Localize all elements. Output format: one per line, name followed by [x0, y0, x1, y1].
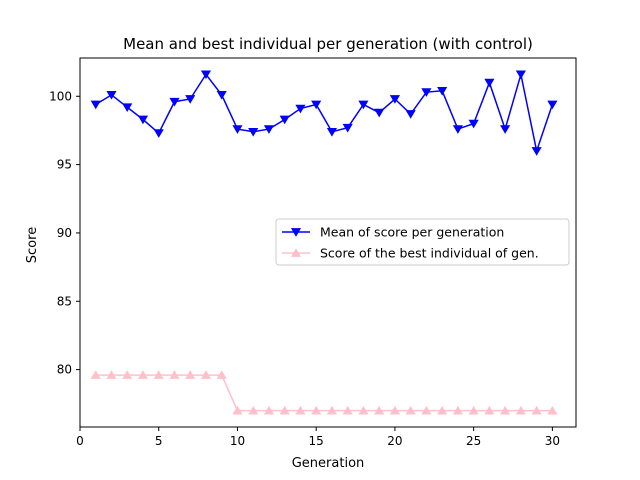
series-1-point — [342, 123, 353, 133]
series-1-point — [279, 115, 290, 125]
series-2-point — [531, 405, 542, 415]
chart-title: Mean and best individual per generation … — [123, 35, 533, 53]
series-1-point — [295, 104, 306, 114]
x-tick-label: 25 — [466, 434, 481, 448]
series-1-point — [531, 147, 542, 156]
series-1-point — [389, 95, 400, 104]
series-1-point — [500, 125, 511, 134]
series-2-point — [342, 405, 353, 415]
series-2-point — [437, 405, 448, 415]
series-1-point — [484, 78, 495, 88]
series-2-point — [279, 405, 290, 415]
x-tick-label: 30 — [545, 434, 560, 448]
series-2-point — [374, 405, 385, 415]
x-axis-label: Generation — [292, 456, 365, 471]
series-2-point — [263, 405, 275, 415]
series-2-point — [90, 370, 101, 379]
series-1-point — [185, 95, 196, 104]
series-2-point — [358, 405, 369, 415]
series-2-point — [547, 405, 558, 415]
x-tick-label: 5 — [155, 434, 163, 448]
series-2-point — [452, 405, 463, 415]
series-1-point — [468, 119, 479, 129]
series-1-point — [358, 100, 369, 110]
x-tick-label: 15 — [309, 434, 324, 448]
series-2-point — [515, 405, 526, 415]
series-2-point — [216, 370, 227, 379]
series-2-point — [468, 405, 479, 415]
legend-label: Score of the best individual of gen. — [320, 246, 539, 261]
series-1-point — [326, 127, 338, 137]
series-1-point — [216, 91, 227, 100]
series-1-point — [374, 108, 385, 118]
plot-area: 0 5 10 15 20 25 30 80 85 90 95 100 Mean of score per… — [49, 57, 577, 448]
series-1-point — [90, 100, 101, 110]
x-tick-label: 10 — [230, 434, 245, 448]
series-1-point — [405, 110, 416, 119]
series-2-point — [106, 370, 117, 379]
series-1-point — [515, 70, 526, 80]
x-tick-label: 20 — [387, 434, 402, 448]
series-1-point — [452, 125, 463, 134]
series-1-point — [311, 100, 322, 110]
series-1-point — [263, 125, 275, 134]
y-axis-label: Score — [25, 227, 40, 263]
series-1-point — [169, 97, 180, 107]
y-tick-label: 85 — [57, 294, 72, 308]
legend — [275, 218, 570, 266]
series-2-point — [311, 405, 322, 415]
legend-marker — [290, 228, 302, 237]
series-1-point — [437, 86, 448, 96]
series-1-line — [95, 73, 554, 154]
series-1-point — [122, 103, 133, 112]
series-2-point — [389, 405, 400, 415]
series-2-point — [248, 405, 259, 415]
series-2-point — [232, 405, 243, 415]
y-tick-label: 90 — [57, 226, 72, 240]
series-2-point — [122, 370, 133, 379]
series-1-point — [232, 125, 243, 134]
y-tick-label: 100 — [49, 89, 72, 103]
series-1-point — [547, 100, 558, 110]
series-1-point — [421, 88, 432, 97]
series-1-point — [137, 115, 149, 125]
y-tick-label: 95 — [57, 158, 72, 172]
y-tick-label: 80 — [57, 363, 72, 377]
series-2-point — [500, 405, 511, 415]
series-2-point — [326, 405, 338, 415]
series-1-point — [200, 70, 212, 80]
series-2-point — [185, 370, 196, 379]
series-1-point — [153, 129, 164, 138]
series-2-point — [295, 405, 306, 415]
series-1-point — [106, 91, 117, 100]
series-2-point — [153, 370, 164, 379]
series-2-point — [484, 405, 495, 415]
x-tick-label: 0 — [76, 434, 84, 448]
plot-frame — [79, 57, 577, 428]
legend-label: Mean of score per generation — [320, 225, 504, 240]
legend-marker — [290, 248, 302, 257]
series-1-point — [248, 127, 259, 137]
series-2-point — [137, 370, 149, 379]
series-2-line — [95, 374, 553, 412]
series-2-point — [405, 405, 416, 415]
series-2-point — [421, 405, 432, 415]
series-2-point — [200, 370, 212, 379]
series-2-point — [169, 370, 180, 379]
